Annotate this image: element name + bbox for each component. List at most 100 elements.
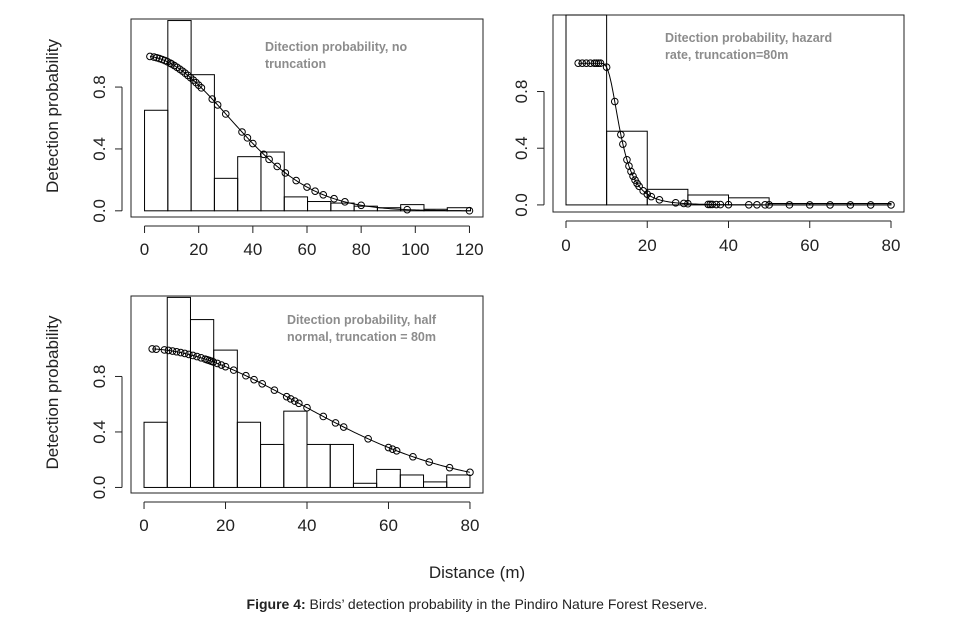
y-tick-label-0.4: 0.4 [90,420,109,444]
observation-point-10 [610,97,619,106]
observation-point-2 [152,345,161,353]
histogram-bar-14 [446,474,471,488]
observation-point-39 [465,206,474,215]
panel-annotation-line-2: truncation [265,57,326,71]
observation-point-6 [592,59,601,67]
observation-point-34 [364,434,372,443]
observation-point-12 [619,140,627,148]
observation-point-40 [846,201,855,209]
observation-point-36 [388,445,397,454]
y-axis-label: Detection probability [43,315,62,470]
observation-point-9 [602,63,611,71]
observation-point-3 [582,59,591,67]
panel-annotation-line-2: rate, truncation=80m [665,48,788,62]
observation-point-15 [627,167,635,176]
observation-point-26 [249,139,257,148]
panel-half-normal: 0 20 40 60 80 0.0 0.4 0.8 Detection probability D… [43,295,484,535]
observation-point-38 [403,205,411,214]
x-tick-label-20: 20 [638,236,657,255]
observation-point-21 [229,366,238,374]
y-tick-label-0.0: 0.0 [90,199,109,223]
histogram-bar-2 [606,130,648,206]
observation-point-35 [761,201,769,209]
x-tick-label-0: 0 [561,236,570,255]
histogram-bar-1 [565,14,608,206]
observation-point-37 [357,201,365,210]
observation-point-26 [282,392,291,401]
observation-point-41 [466,468,474,477]
observation-point-25 [270,386,279,394]
observation-point-19 [635,182,643,191]
observation-point-35 [330,194,338,203]
observation-point-6 [172,347,181,356]
fitted-detection-curve [152,348,471,473]
observation-point-4 [164,346,173,355]
observation-point-31 [716,200,725,209]
observation-point-31 [292,176,300,185]
observation-point-5 [590,59,599,67]
observation-point-2 [578,59,587,67]
observation-point-29 [295,399,303,408]
histogram-bar-4 [213,177,239,212]
y-tick-label-0.0: 0.0 [90,476,109,500]
x-tick-label-20: 20 [189,240,208,259]
observation-point-41 [866,201,875,209]
observation-point-29 [708,200,717,209]
histogram-bar-12 [399,474,425,488]
y-tick-label-0.8: 0.8 [512,80,531,104]
observation-point-28 [265,155,273,164]
observation-point-33 [311,187,319,195]
x-tick-label-40: 40 [719,236,738,255]
x-tick-label-120: 120 [455,240,483,259]
observation-point-25 [243,134,252,142]
observation-point-32 [724,200,733,209]
observation-point-28 [290,397,299,405]
x-tick-label-0: 0 [139,516,148,535]
panel-annotation-line-1: Ditection probability, no [265,40,407,54]
observation-point-11 [617,130,625,139]
observation-point-24 [671,198,680,207]
observation-point-5 [168,347,177,355]
histogram-bar-11 [376,468,401,488]
observation-point-32 [331,419,340,427]
x-tick-label-100: 100 [401,240,429,259]
observation-point-29 [273,162,282,171]
observation-point-8 [180,349,189,358]
caption-label: Figure 4: [246,596,306,612]
panel-no-truncation: 0 20 40 60 80 100 120 0.0 0.4 0.8 Detection probab… [43,18,484,259]
observation-point-33 [339,423,348,431]
observation-point-22 [213,101,222,109]
observation-point-16 [186,73,195,82]
shared-x-axis-label: Distance (m) [428,563,526,582]
panel-annotation-line-1: Ditection probability, hazard [665,31,832,45]
x-tick-label-80: 80 [352,240,371,259]
observation-point-19 [217,361,226,369]
observation-point-26 [684,199,692,208]
y-axis-label: Detection probability [43,38,62,193]
histogram-bar-13 [423,481,448,488]
y-tick-label-0.4: 0.4 [90,137,109,161]
observation-point-34 [753,201,761,209]
observation-point-20 [221,362,230,371]
observation-point-9 [185,350,193,359]
observation-point-34 [319,190,328,199]
observation-point-18 [213,359,222,368]
observation-point-35 [384,443,393,452]
fitted-detection-curve [578,62,891,206]
observation-point-23 [250,375,258,384]
observation-point-10 [189,351,197,360]
observation-point-18 [192,78,200,87]
histogram-bar-4 [687,194,729,206]
observation-point-7 [176,348,185,357]
observation-point-22 [647,192,656,201]
x-tick-label-40: 40 [243,240,262,259]
observation-point-8 [166,59,175,68]
observation-point-27 [704,200,712,209]
x-tick-label-60: 60 [379,516,398,535]
observation-point-23 [221,110,230,118]
observation-point-37 [785,201,794,209]
observation-point-30 [281,169,290,177]
observation-point-23 [655,196,664,204]
x-tick-label-40: 40 [298,516,317,535]
histogram-bar-6 [260,151,285,212]
